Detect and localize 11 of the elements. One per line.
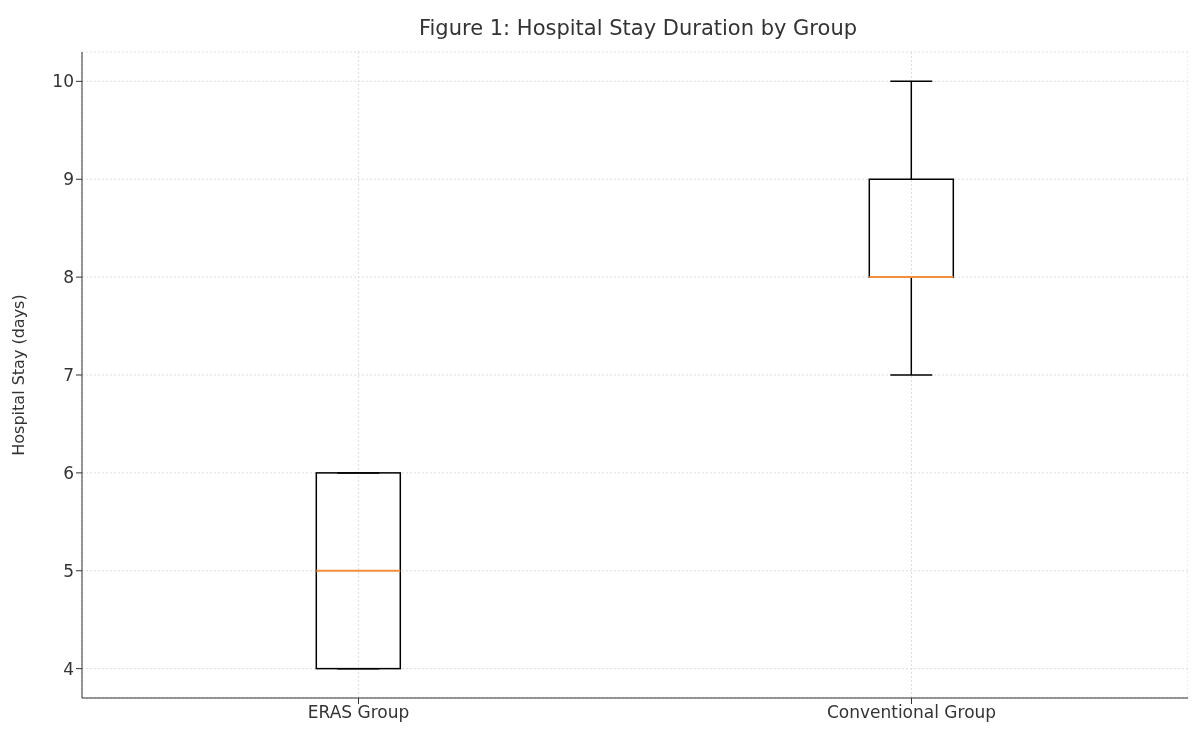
y-tick-label: 8 [63,267,74,288]
y-tick-label: 9 [63,169,74,190]
y-tick-label: 4 [63,658,74,679]
x-tick-label: ERAS Group [307,702,410,723]
y-tick-label: 10 [52,71,74,92]
y-tick-label: 6 [63,462,74,483]
chart-title: Figure 1: Hospital Stay Duration by Group [417,15,858,42]
y-tick-label: 7 [63,365,74,386]
y-axis-title: Hospital Stay (days) [8,294,28,456]
y-tick-label: 5 [63,560,74,581]
x-tick-label: Conventional Group [826,702,997,723]
